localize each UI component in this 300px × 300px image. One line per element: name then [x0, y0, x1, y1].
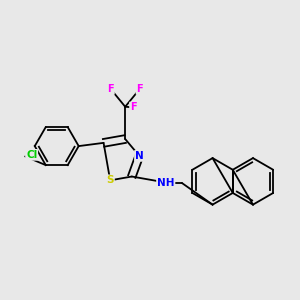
- Text: N: N: [135, 151, 144, 161]
- Text: F: F: [136, 84, 143, 94]
- Text: Cl: Cl: [26, 150, 37, 160]
- Text: F: F: [130, 102, 136, 112]
- Text: NH: NH: [157, 178, 175, 188]
- Text: F: F: [107, 84, 114, 94]
- Text: S: S: [106, 175, 114, 185]
